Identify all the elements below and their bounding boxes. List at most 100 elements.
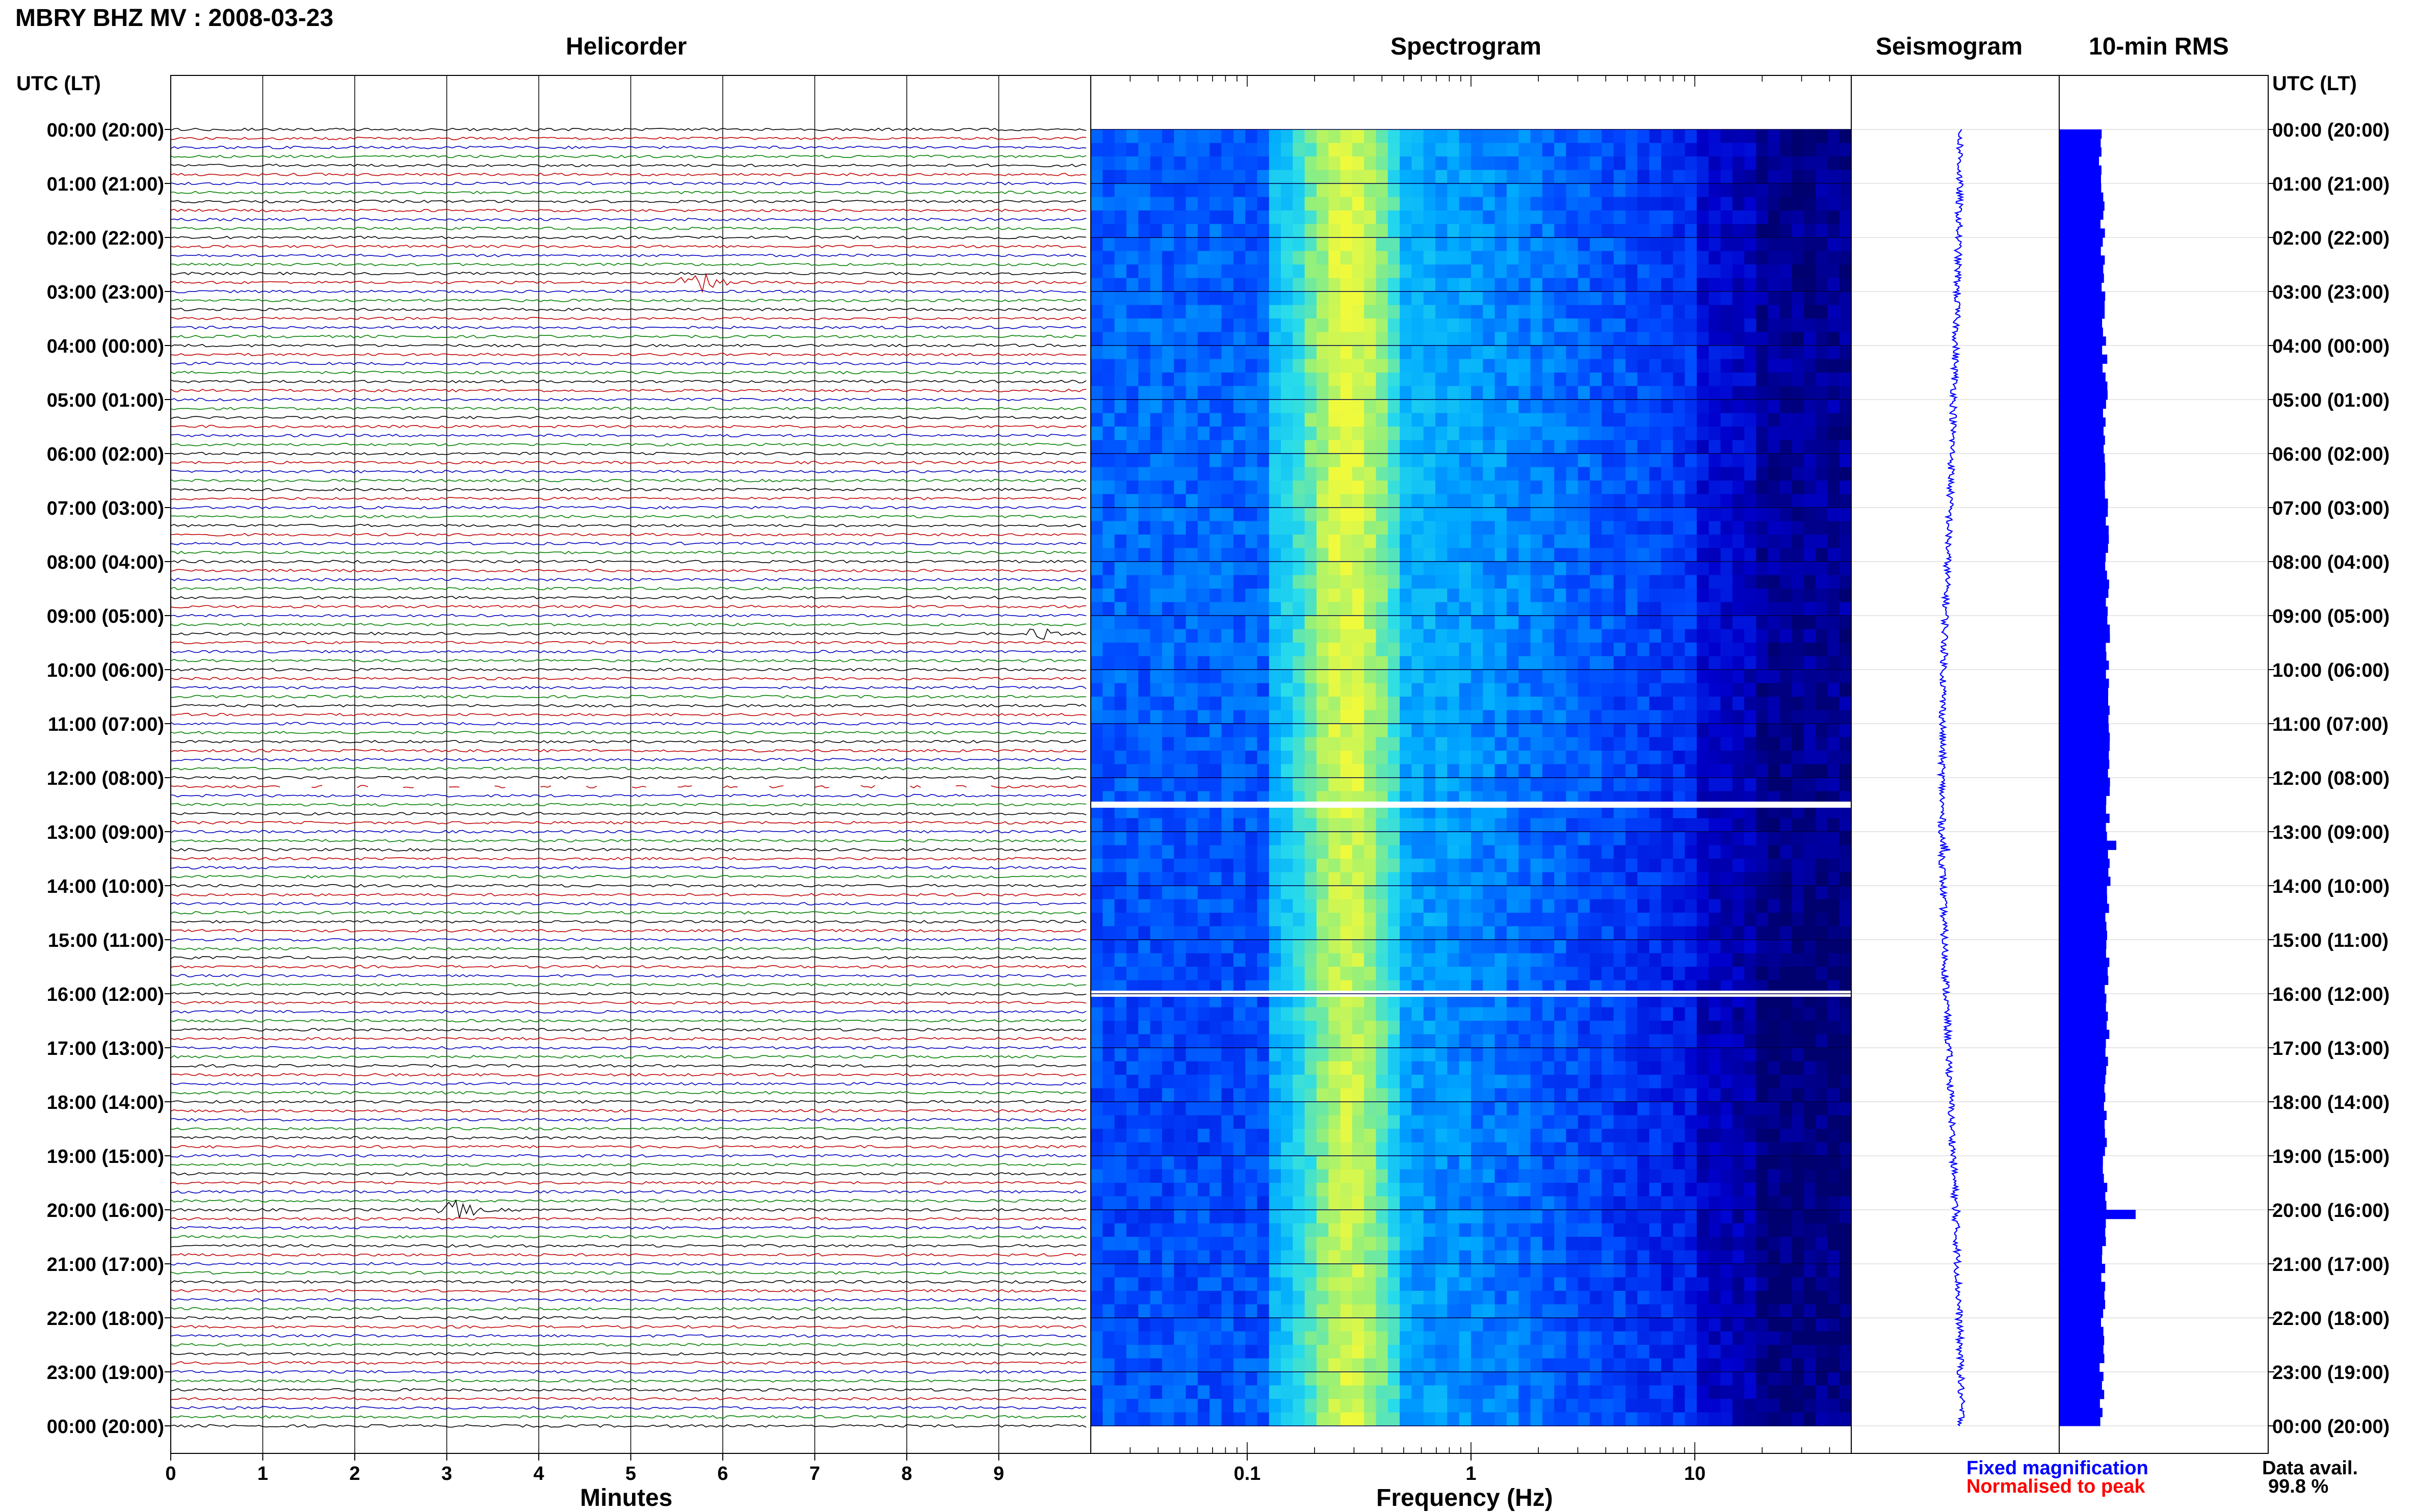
spectrogram-cell	[1601, 1102, 1614, 1116]
spectrogram-cell	[1340, 967, 1353, 981]
spectrogram-cell	[1554, 643, 1567, 657]
spectrogram-cell	[1590, 210, 1602, 225]
spectrogram-cell	[1091, 940, 1103, 954]
spectrogram-cell	[1387, 778, 1400, 792]
spectrogram-cell	[1304, 1048, 1317, 1062]
spectrogram-cell	[1578, 602, 1590, 616]
spectrogram-cell	[1233, 1169, 1246, 1183]
spectrogram-cell	[1269, 872, 1281, 886]
spectrogram-cell	[1792, 143, 1804, 157]
spectrogram-cell	[1293, 1061, 1305, 1075]
spectrogram-cell	[1613, 332, 1626, 346]
spectrogram-cell	[1530, 1142, 1543, 1156]
spectrogram-cell	[1661, 346, 1673, 360]
spectrogram-cell	[1780, 1142, 1792, 1156]
spectrogram-cell	[1720, 481, 1733, 495]
spectrogram-cell	[1590, 129, 1602, 144]
spectrogram-cell	[1293, 994, 1305, 1008]
spectrogram-cell	[1816, 386, 1828, 400]
spectrogram-cell	[1387, 562, 1400, 576]
spectrogram-cell	[1839, 1115, 1852, 1129]
spectrogram-cell	[1411, 697, 1424, 711]
spectrogram-cell	[1744, 129, 1757, 144]
spectrogram-cell	[1827, 805, 1840, 819]
spectrogram-cell	[1293, 764, 1305, 778]
spectrogram-cell	[1411, 291, 1424, 306]
spectrogram-cell	[1197, 1048, 1210, 1062]
spectrogram-cell	[1625, 1156, 1638, 1170]
spectrogram-cell	[1197, 967, 1210, 981]
spectrogram-cell	[1637, 346, 1650, 360]
spectrogram-cell	[1138, 1088, 1151, 1102]
spectrogram-cell	[1257, 778, 1270, 792]
spectrogram-cell	[1316, 791, 1329, 805]
spectrogram-cell	[1518, 845, 1531, 859]
spectrogram-cell	[1114, 210, 1127, 225]
spectrogram-cell	[1744, 535, 1757, 549]
spectrogram-cell	[1566, 967, 1579, 981]
spectrogram-cell	[1150, 764, 1163, 778]
spectrogram-cell	[1542, 670, 1555, 684]
spectrogram-cell	[1221, 183, 1234, 198]
spectrogram-cell	[1803, 629, 1816, 643]
spectrogram-cell	[1340, 548, 1353, 562]
spectrogram-cell	[1138, 224, 1151, 238]
spectrogram-cell	[1269, 305, 1281, 319]
spectrogram-cell	[1340, 1075, 1353, 1089]
spectrogram-cell	[1257, 1169, 1270, 1183]
spectrogram-cell	[1186, 1021, 1198, 1035]
spectrogram-cell	[1685, 751, 1697, 765]
spectrogram-cell	[1435, 1007, 1448, 1021]
spectrogram-cell	[1625, 737, 1638, 751]
spectrogram-cell	[1316, 778, 1329, 792]
spectrogram-cell	[1257, 373, 1270, 387]
spectrogram-cell	[1518, 494, 1531, 508]
spectrogram-cell	[1756, 1075, 1769, 1089]
spectrogram-cell	[1293, 521, 1305, 535]
spectrogram-cell	[1376, 454, 1388, 468]
spectrogram-cell	[1566, 764, 1579, 778]
spectrogram-cell	[1233, 899, 1246, 913]
spectrogram-cell	[1257, 467, 1270, 481]
spectrogram-cell	[1816, 886, 1828, 900]
spectrogram-cell	[1649, 643, 1662, 657]
spectrogram-cell	[1744, 656, 1757, 670]
spectrogram-cell	[1423, 346, 1436, 360]
spectrogram-cell	[1685, 129, 1697, 144]
spectrogram-cell	[1827, 872, 1840, 886]
spectrogram-cell	[1233, 805, 1246, 819]
spectrogram-cell	[1186, 1115, 1198, 1129]
spectrogram-cell	[1696, 183, 1709, 198]
spectrogram-cell	[1293, 805, 1305, 819]
spectrogram-cell	[1423, 967, 1436, 981]
spectrogram-cell	[1150, 413, 1163, 427]
spectrogram-cell	[1696, 994, 1709, 1008]
spectrogram-cell	[1459, 224, 1472, 238]
spectrogram-cell	[1732, 1088, 1745, 1102]
spectrogram-cell	[1435, 683, 1448, 697]
spectrogram-cell	[1411, 562, 1424, 576]
spectrogram-cell	[1601, 210, 1614, 225]
spectrogram-cell	[1423, 332, 1436, 346]
spectrogram-cell	[1601, 359, 1614, 373]
spectrogram-cell	[1744, 1142, 1757, 1156]
spectrogram-cell	[1245, 872, 1257, 886]
spectrogram-cell	[1590, 1034, 1602, 1048]
spectrogram-cell	[1732, 791, 1745, 805]
spectrogram-cell	[1186, 1142, 1198, 1156]
spectrogram-cell	[1780, 156, 1792, 171]
spectrogram-cell	[1780, 278, 1792, 292]
spectrogram-cell	[1780, 629, 1792, 643]
spectrogram-cell	[1245, 481, 1257, 495]
spectrogram-cell	[1518, 224, 1531, 238]
spectrogram-cell	[1281, 156, 1293, 171]
spectrogram-cell	[1590, 953, 1602, 967]
spectrogram-cell	[1352, 913, 1364, 927]
spectrogram-cell	[1257, 602, 1270, 616]
spectrogram-cell	[1364, 548, 1377, 562]
spectrogram-cell	[1091, 319, 1103, 333]
spectrogram-cell	[1673, 818, 1686, 832]
spectrogram-cell	[1400, 481, 1412, 495]
spectrogram-cell	[1138, 805, 1151, 819]
spectrogram-cell	[1447, 967, 1460, 981]
